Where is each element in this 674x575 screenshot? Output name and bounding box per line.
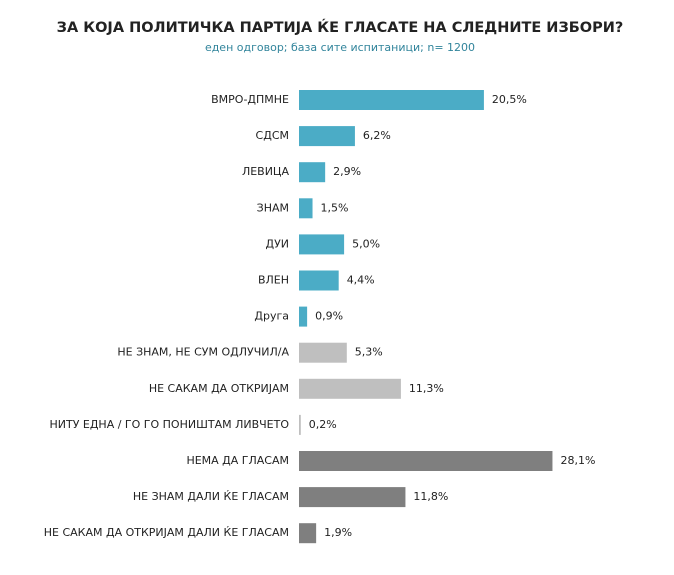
value-label: 28,1% <box>560 454 595 467</box>
bar <box>299 342 347 363</box>
category-label: ЛЕВИЦА <box>242 165 290 178</box>
bar <box>299 306 308 327</box>
value-label: 1,5% <box>321 201 349 214</box>
bar <box>299 487 406 508</box>
chart-title: ЗА КОЈА ПОЛИТИЧКА ПАРТИЈА ЌЕ ГЛАСАТЕ НА … <box>57 18 624 36</box>
value-label: 6,2% <box>363 129 391 142</box>
value-label: 11,8% <box>413 490 448 503</box>
category-label: ДУИ <box>265 237 289 250</box>
category-label: СДСМ <box>256 129 289 142</box>
category-label: ЗНАМ <box>257 201 289 214</box>
category-label: ВМРО-ДПМНЕ <box>211 93 289 106</box>
value-label: 5,0% <box>352 237 380 250</box>
value-label: 4,4% <box>347 274 375 287</box>
value-label: 0,9% <box>315 310 343 323</box>
bar <box>299 198 313 219</box>
category-label: НЕ ЗНАМ, НЕ СУМ ОДЛУЧИЛ/А <box>117 346 289 359</box>
bar <box>299 126 355 147</box>
value-label: 0,2% <box>309 418 337 431</box>
value-label: 1,9% <box>324 526 352 539</box>
category-label: ВЛЕН <box>258 274 289 287</box>
category-label: НИТУ ЕДНА / ГО ГО ПОНИШТАМ ЛИВЧЕТО <box>49 418 289 431</box>
category-label: Друга <box>254 310 289 323</box>
category-label: НЕ САКАМ ДА ОТКРИЈАМ <box>149 382 289 395</box>
bar <box>299 234 345 255</box>
bar <box>299 378 401 399</box>
value-label: 20,5% <box>492 93 527 106</box>
value-label: 5,3% <box>355 346 383 359</box>
category-label: НЕМА ДА ГЛАСАМ <box>186 454 289 467</box>
bar <box>299 414 301 435</box>
bar <box>299 451 553 471</box>
category-label: НЕ САКАМ ДА ОТКРИЈАМ ДАЛИ ЌЕ ГЛАСАМ <box>44 526 289 539</box>
chart-subtitle: еден одговор; база сите испитаници; n= 1… <box>205 41 475 54</box>
value-label: 11,3% <box>409 382 444 395</box>
category-label: НЕ ЗНАМ ДАЛИ ЌЕ ГЛАСАМ <box>133 490 289 503</box>
value-label: 2,9% <box>333 165 361 178</box>
bar <box>299 90 484 110</box>
bar <box>299 270 339 291</box>
bar <box>299 162 326 183</box>
bar <box>299 523 317 544</box>
